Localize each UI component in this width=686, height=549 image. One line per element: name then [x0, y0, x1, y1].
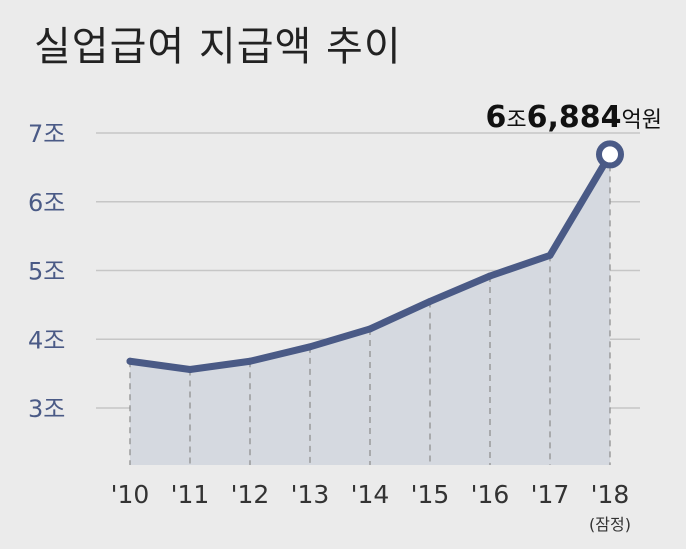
- y-tick-label: 6조: [28, 189, 65, 217]
- y-tick-label: 4조: [28, 326, 65, 354]
- data-point: [366, 325, 374, 333]
- data-point: [246, 357, 254, 365]
- data-point: [306, 343, 314, 351]
- x-tick-label: '16: [471, 480, 510, 509]
- annotation-number: 6: [485, 100, 506, 135]
- x-tick-note: (잠정): [589, 515, 631, 534]
- x-tick-label: '18: [591, 480, 630, 509]
- annotation-unit: 조: [506, 108, 526, 133]
- annotation-number: 6,884: [527, 100, 622, 135]
- value-annotation: 6조6,884억원: [485, 100, 662, 135]
- x-tick-label: '17: [531, 480, 570, 509]
- endpoint-marker: [596, 140, 624, 169]
- x-tick-label: '15: [411, 480, 450, 509]
- data-point: [546, 251, 554, 259]
- y-tick-label: 3조: [28, 395, 65, 423]
- y-tick-label: 7조: [28, 120, 65, 148]
- x-tick-label: '11: [171, 480, 210, 509]
- chart-title: 실업급여 지급액 추이: [34, 24, 402, 70]
- x-tick-label: '10: [111, 480, 150, 509]
- annotation-unit: 억원: [622, 108, 662, 133]
- data-point: [486, 272, 494, 280]
- data-point: [126, 357, 134, 365]
- x-tick-label: '13: [291, 480, 330, 509]
- data-point: [186, 366, 194, 373]
- x-tick-label: '12: [231, 480, 270, 509]
- y-tick-label: 5조: [28, 258, 65, 286]
- data-point: [426, 297, 434, 305]
- x-tick-label: '14: [351, 480, 390, 509]
